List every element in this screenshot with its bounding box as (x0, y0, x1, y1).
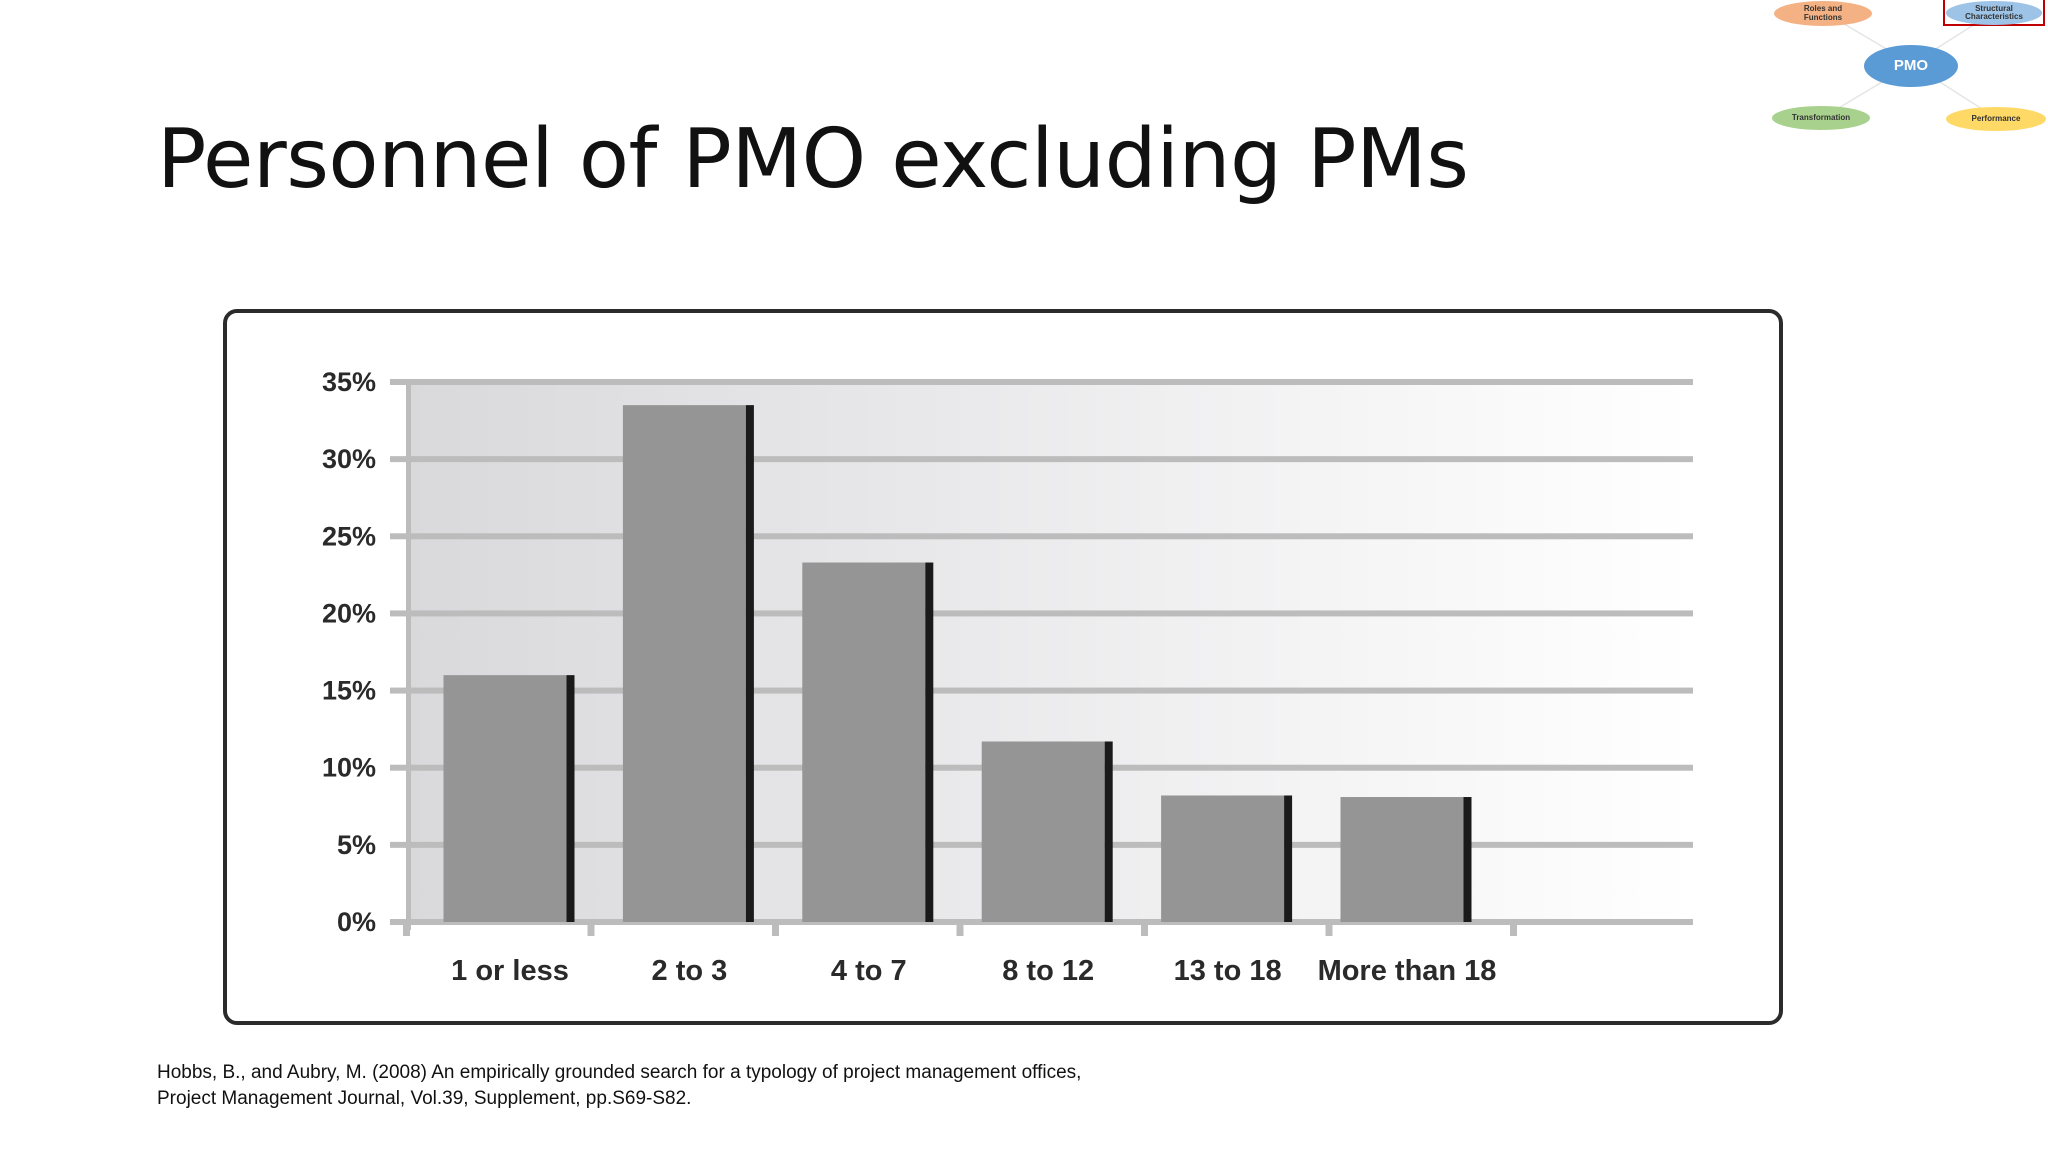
nav-node-transformation-label: Transformation (1791, 112, 1851, 122)
bar (622, 405, 746, 923)
x-tick-mark (403, 922, 410, 936)
nav-node-transformation[interactable]: Transformation (1772, 106, 1870, 130)
nav-node-pmo[interactable]: PMO (1864, 45, 1958, 87)
nav-node-roles[interactable]: Roles and Functions (1774, 1, 1872, 26)
y-tick-label: 15% (322, 676, 376, 706)
x-tick-label: 4 to 7 (831, 955, 907, 987)
citation-line-1: Hobbs, B., and Aubry, M. (2008) An empir… (157, 1062, 1082, 1083)
x-tick-mark (772, 922, 779, 936)
bar-shadow (1104, 741, 1113, 922)
bar (1161, 795, 1285, 922)
x-tick-label: More than 18 (1318, 955, 1497, 987)
bar (443, 675, 567, 922)
nav-node-performance-label: Performance (1971, 113, 2021, 123)
y-tick-label: 20% (322, 598, 376, 628)
nav-node-roles-label: Roles and Functions (1803, 4, 1843, 22)
slide-title: Personnel of PMO excluding PMs (157, 112, 1469, 207)
citation-line-2: Project Management Journal, Vol.39, Supp… (157, 1088, 692, 1109)
gridline (390, 610, 1693, 617)
x-tick-mark (956, 922, 964, 936)
y-tick-label: 10% (322, 753, 376, 783)
x-tick-mark (587, 922, 595, 936)
bar-shadow (1284, 795, 1293, 922)
x-tick-label: 13 to 18 (1174, 955, 1282, 987)
chart-frame: 0% 5% 10% 15% 20% 25% 30% 35% 1 or less 2 to 3 4 t… (223, 309, 1783, 1025)
gridline (390, 456, 1693, 463)
bar-shadow (925, 562, 934, 922)
x-tick-label: 8 to 12 (1002, 955, 1094, 987)
gridline (390, 379, 1693, 385)
bar-chart: 0% 5% 10% 15% 20% 25% 30% 35% 1 or less 2 to 3 4 t… (322, 367, 1693, 987)
y-tick-label: 5% (337, 830, 376, 860)
nav-node-performance[interactable]: Performance (1946, 107, 2046, 131)
x-tick-label: 2 to 3 (652, 955, 728, 987)
nav-node-structural-label: Structural Characteristics (1965, 3, 2023, 21)
bar (802, 562, 926, 922)
x-tick-mark (1325, 922, 1333, 936)
gridline (390, 533, 1693, 540)
bar-shadow (566, 675, 575, 922)
y-axis-line (406, 382, 411, 930)
bar (981, 741, 1105, 922)
nav-node-structural[interactable]: Structural Characteristics (1946, 1, 2042, 25)
y-tick-label: 35% (322, 367, 376, 397)
nav-node-structural-highlight (1943, 0, 2045, 26)
x-tick-label: 1 or less (451, 955, 569, 987)
nav-node-pmo-label: PMO (1893, 57, 1929, 75)
gridline (390, 687, 1693, 694)
x-tick-mark (1141, 922, 1148, 936)
y-tick-label: 0% (337, 907, 376, 937)
x-tick-mark (1510, 922, 1517, 936)
citation: Hobbs, B., and Aubry, M. (2008) An empir… (157, 1060, 1081, 1112)
bar-shadow (745, 405, 754, 923)
bar-shadow (1463, 797, 1472, 922)
bar (1340, 797, 1464, 922)
y-tick-label: 25% (322, 521, 376, 551)
y-tick-label: 30% (322, 444, 376, 474)
